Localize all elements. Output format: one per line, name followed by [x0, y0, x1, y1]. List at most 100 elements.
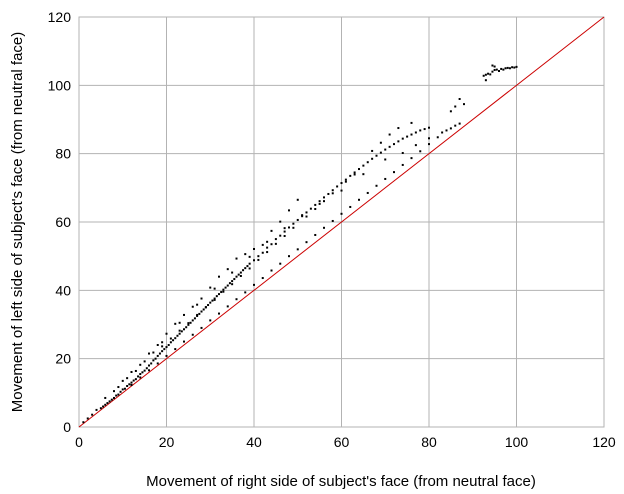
data-point — [384, 148, 387, 151]
data-point — [137, 375, 140, 378]
data-point — [174, 348, 177, 351]
data-point — [248, 262, 251, 265]
x-tick-label: 100 — [505, 434, 529, 450]
data-point — [253, 259, 255, 262]
data-point — [414, 131, 417, 134]
data-point — [454, 105, 457, 108]
data-point — [222, 288, 225, 291]
data-point — [244, 253, 247, 256]
y-tick-label: 80 — [55, 146, 71, 162]
y-tick-label: 20 — [55, 351, 71, 367]
data-point — [288, 226, 290, 229]
plot-area-border — [78, 16, 605, 428]
data-point — [165, 332, 168, 335]
data-point — [196, 303, 199, 306]
data-point — [218, 312, 220, 315]
data-point — [288, 255, 290, 258]
data-point — [463, 103, 465, 106]
data-point — [327, 192, 330, 195]
data-point — [209, 301, 212, 304]
data-point — [353, 173, 356, 176]
data-point — [198, 312, 201, 315]
data-point — [253, 283, 255, 286]
data-point — [154, 357, 157, 360]
data-point — [231, 280, 234, 283]
data-point — [191, 319, 194, 322]
data-point — [231, 271, 234, 274]
data-point — [491, 64, 494, 67]
data-point — [274, 242, 277, 245]
data-point — [207, 304, 210, 307]
data-point — [209, 286, 212, 289]
data-point — [508, 67, 511, 70]
data-point — [178, 332, 181, 335]
data-point — [371, 149, 374, 152]
data-point — [428, 126, 430, 129]
data-point — [401, 137, 404, 140]
data-point — [150, 362, 153, 365]
data-point — [139, 373, 142, 376]
data-point — [428, 143, 430, 146]
data-point — [397, 127, 400, 130]
data-point — [165, 354, 168, 357]
data-point — [323, 200, 325, 203]
data-point — [187, 322, 190, 325]
data-point — [504, 67, 507, 70]
data-point — [106, 402, 109, 405]
data-point — [270, 229, 273, 232]
data-point — [336, 185, 339, 188]
data-point — [139, 376, 142, 379]
data-point — [187, 323, 190, 326]
data-point — [191, 333, 194, 336]
data-point — [183, 313, 185, 316]
data-point — [305, 215, 308, 218]
data-point — [388, 145, 391, 148]
data-point — [393, 143, 395, 146]
data-point — [449, 127, 452, 130]
data-point — [318, 200, 321, 203]
y-tick-label: 60 — [55, 214, 71, 230]
data-point — [174, 337, 177, 340]
data-point — [493, 65, 496, 68]
data-point — [288, 209, 290, 212]
data-point — [158, 352, 161, 355]
data-point — [222, 290, 225, 293]
data-point — [209, 319, 212, 322]
data-point — [191, 305, 194, 308]
data-point — [349, 174, 352, 177]
data-point — [340, 212, 343, 215]
data-point — [180, 330, 183, 333]
data-point — [156, 344, 159, 346]
data-point — [202, 308, 205, 311]
data-point — [423, 128, 426, 131]
data-point — [384, 177, 387, 180]
data-point — [253, 247, 255, 250]
data-point — [224, 286, 227, 289]
data-point — [226, 305, 229, 308]
data-point — [143, 369, 146, 372]
data-point — [344, 178, 347, 181]
data-point — [108, 400, 111, 403]
data-point — [283, 227, 286, 230]
data-point — [143, 360, 146, 363]
y-tick-label: 100 — [48, 77, 72, 93]
data-point — [384, 158, 387, 161]
data-point — [410, 133, 413, 136]
data-point — [167, 344, 170, 346]
data-point — [156, 362, 159, 365]
data-point — [215, 295, 218, 298]
x-tick-label: 60 — [334, 434, 350, 450]
data-point — [130, 381, 133, 384]
data-point — [152, 351, 155, 354]
data-point — [183, 340, 185, 343]
identity-line — [78, 16, 605, 428]
data-point — [270, 269, 273, 272]
y-axis-title: Movement of left side of subject's face … — [9, 32, 26, 413]
data-point — [213, 298, 216, 301]
data-point — [419, 150, 422, 153]
data-point — [309, 207, 312, 210]
data-point — [261, 251, 264, 254]
data-point — [515, 65, 518, 68]
data-point — [419, 129, 422, 132]
data-point — [318, 202, 321, 205]
